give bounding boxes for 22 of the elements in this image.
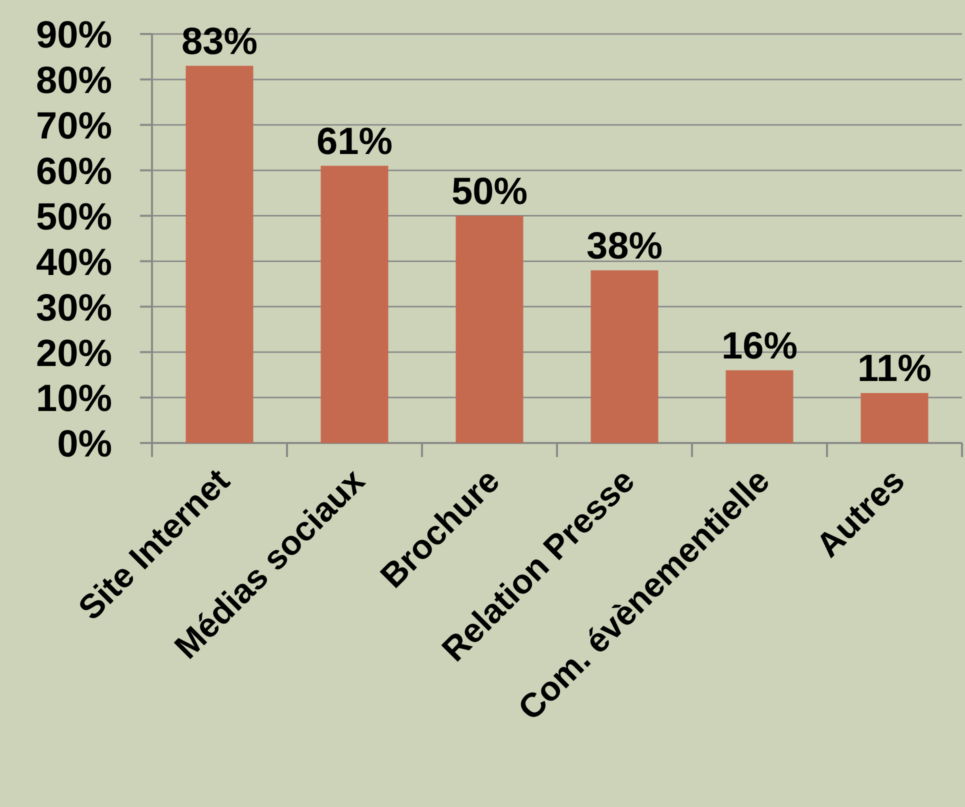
y-tick-label: 50% xyxy=(36,196,112,238)
y-tick-label: 70% xyxy=(36,106,112,148)
data-label: 16% xyxy=(721,325,798,368)
bar xyxy=(320,166,388,443)
y-tick-label: 40% xyxy=(36,242,112,284)
y-tick-label: 90% xyxy=(36,14,112,57)
data-label: 50% xyxy=(451,170,528,213)
y-tick-label: 60% xyxy=(36,151,112,194)
bar xyxy=(456,216,524,443)
bar xyxy=(186,66,254,443)
y-tick-label: 20% xyxy=(36,332,112,375)
data-label: 38% xyxy=(586,225,663,268)
data-label: 83% xyxy=(181,20,258,63)
bar xyxy=(860,393,928,443)
y-tick-label: 10% xyxy=(36,378,112,420)
y-tick-label: 30% xyxy=(36,287,112,330)
y-tick-label: 80% xyxy=(36,60,112,102)
y-tick-label: 0% xyxy=(57,424,112,466)
bar xyxy=(590,270,658,443)
data-label: 11% xyxy=(858,348,932,390)
bar xyxy=(726,370,794,443)
data-label: 61% xyxy=(316,120,393,163)
